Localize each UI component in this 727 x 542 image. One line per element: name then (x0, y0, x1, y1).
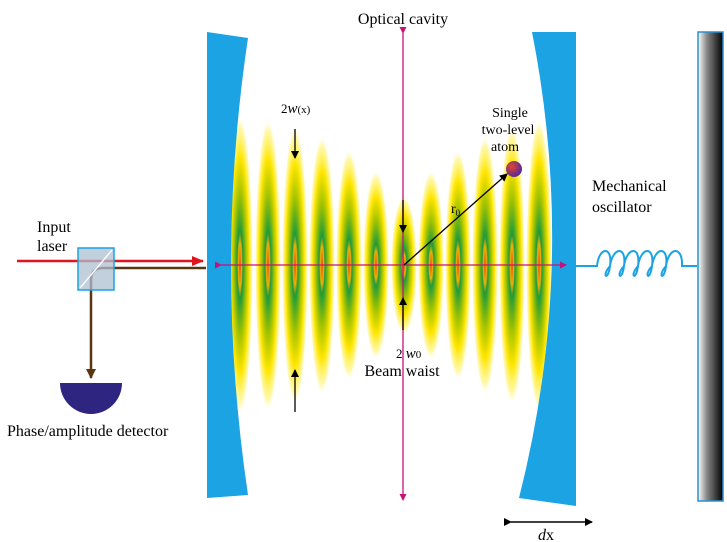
atom-sphere-icon (506, 161, 522, 177)
atom-label-line3: atom (491, 140, 519, 155)
half-disc-detector-icon (60, 383, 122, 414)
right-mirror (519, 32, 576, 506)
input-laser-label-line1: Input (37, 219, 71, 236)
beam-splitter-cube-icon (77, 247, 115, 291)
beam-waist-label: Beam waist (364, 363, 440, 380)
fixed-wall-icon (697, 31, 724, 502)
mode-width-label: 2w(x) (281, 101, 311, 117)
r0-label: r0 (451, 202, 461, 218)
atom-label-line1: Single (492, 106, 528, 121)
dx-label: dx (538, 527, 554, 542)
oscillator-label-line1: Mechanical (592, 178, 667, 195)
detector-label: Phase/amplitude detector (7, 423, 169, 440)
oscillator-label-line2: oscillator (592, 199, 652, 216)
r0-vector (403, 173, 508, 266)
coil-spring-icon (576, 250, 697, 277)
input-laser-label-line2: laser (37, 238, 68, 255)
waist-width-label: 2 w0 (396, 346, 422, 362)
atom-label-line2: two-level (482, 123, 535, 138)
title-optical-cavity: Optical cavity (358, 11, 448, 28)
